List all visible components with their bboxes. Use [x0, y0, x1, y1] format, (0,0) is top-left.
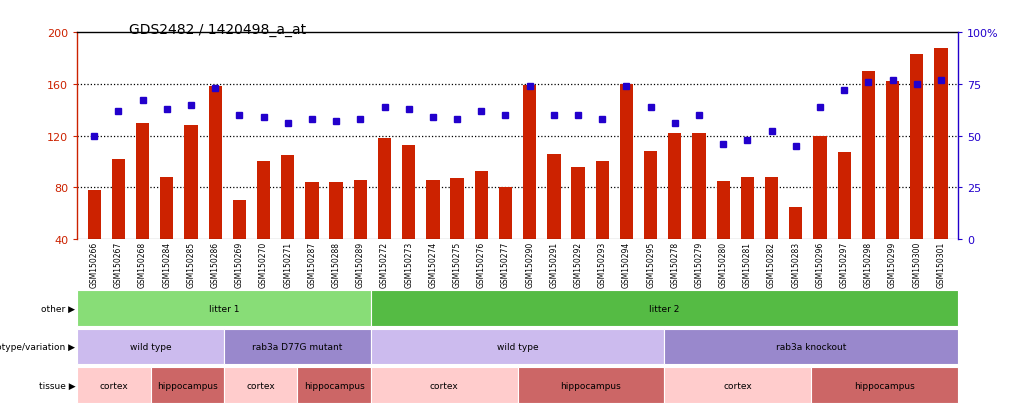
Text: cortex: cortex	[723, 381, 752, 389]
Bar	[450, 179, 464, 240]
Text: cortex: cortex	[100, 381, 129, 389]
Text: litter 1: litter 1	[209, 304, 239, 313]
Bar	[136, 123, 149, 240]
Bar	[837, 153, 851, 240]
Bar	[644, 152, 657, 240]
Bar	[523, 86, 537, 240]
Text: cortex: cortex	[246, 381, 275, 389]
Bar	[281, 156, 295, 240]
Text: wild type: wild type	[496, 342, 539, 351]
Bar	[814, 136, 827, 240]
Text: hippocampus: hippocampus	[560, 381, 621, 389]
Bar	[111, 159, 125, 240]
Bar	[572, 167, 585, 240]
Bar	[330, 183, 343, 240]
Text: wild type: wild type	[130, 342, 171, 351]
Text: GDS2482 / 1420498_a_at: GDS2482 / 1420498_a_at	[129, 23, 306, 37]
Bar	[789, 207, 802, 240]
Bar	[547, 154, 560, 240]
Text: litter 2: litter 2	[649, 304, 680, 313]
Text: rab3a D77G mutant: rab3a D77G mutant	[252, 342, 343, 351]
Bar	[426, 180, 440, 240]
Bar	[378, 139, 391, 240]
Bar	[353, 180, 367, 240]
Text: genotype/variation ▶: genotype/variation ▶	[0, 342, 75, 351]
Text: other ▶: other ▶	[41, 304, 75, 313]
Text: cortex: cortex	[430, 381, 458, 389]
Bar	[88, 190, 101, 240]
Bar	[233, 201, 246, 240]
Bar	[620, 85, 633, 240]
Bar	[934, 48, 948, 240]
Bar	[475, 171, 488, 240]
Bar	[886, 82, 899, 240]
Bar	[160, 178, 173, 240]
Text: hippocampus: hippocampus	[854, 381, 915, 389]
Bar	[402, 145, 415, 240]
Bar	[499, 188, 512, 240]
Text: hippocampus: hippocampus	[157, 381, 217, 389]
Bar	[305, 183, 318, 240]
Text: rab3a knockout: rab3a knockout	[776, 342, 847, 351]
Bar	[765, 178, 779, 240]
Bar	[717, 181, 730, 240]
Text: tissue ▶: tissue ▶	[38, 381, 75, 389]
Bar	[208, 87, 221, 240]
Bar	[595, 162, 609, 240]
Bar	[668, 134, 682, 240]
Bar	[862, 72, 876, 240]
Bar	[256, 162, 270, 240]
Bar	[692, 134, 706, 240]
Bar	[184, 126, 198, 240]
Bar	[911, 55, 924, 240]
Text: hippocampus: hippocampus	[304, 381, 365, 389]
Bar	[741, 178, 754, 240]
